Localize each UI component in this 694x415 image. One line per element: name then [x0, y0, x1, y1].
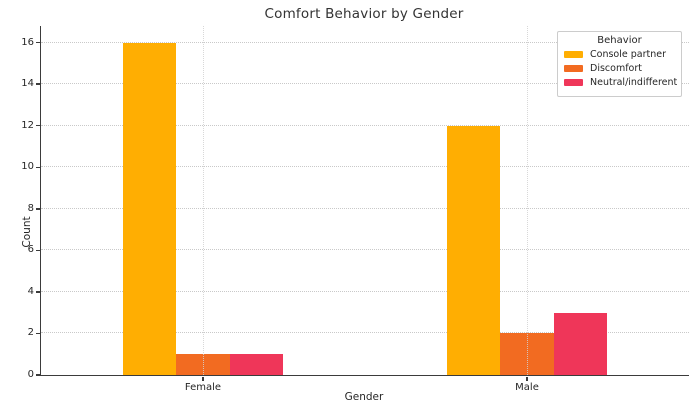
y-tick-label: 8: [27, 202, 34, 214]
bar-male-discomfort: [500, 333, 554, 375]
legend-row: Console partner: [564, 49, 675, 60]
bar-male-neutral-indifferent: [553, 312, 607, 375]
y-tick-label: 14: [21, 78, 34, 90]
y-tick-label: 2: [27, 327, 34, 339]
y-tick-label: 12: [21, 119, 34, 131]
x-tick-mark: [202, 376, 204, 381]
x-tick-mark: [526, 376, 528, 381]
h-gridline: [41, 166, 689, 168]
legend-label: Console partner: [590, 49, 666, 60]
plot-area: Count 0 2 4 6 8 10 12 14 16 Female Male: [21, 26, 689, 393]
y-tick-label: 16: [21, 36, 34, 48]
h-gridline: [41, 83, 689, 85]
y-tick-mark: [36, 332, 40, 335]
y-tick-mark: [36, 83, 40, 85]
v-gridline: [527, 26, 528, 375]
h-gridline: [41, 124, 689, 126]
h-gridline: [41, 207, 689, 209]
legend-label: Neutral/indifferent: [590, 77, 678, 88]
y-tick-label: 4: [27, 285, 34, 297]
bar-female-neutral-indifferent: [229, 354, 283, 375]
legend-label: Discomfort: [590, 63, 642, 74]
y-tick-label: 0: [27, 369, 34, 380]
bar-female-discomfort: [176, 354, 230, 375]
x-tick-label: Male: [515, 382, 539, 393]
legend-row: Neutral/indifferent: [564, 77, 678, 88]
h-gridline: [41, 290, 689, 292]
y-tick-mark: [36, 291, 40, 293]
h-gridline: [41, 332, 689, 334]
legend-swatch-icon: [564, 79, 583, 86]
y-tick-label: 6: [27, 244, 34, 256]
legend-rows: Console partner Discomfort Neutral/indiffe…: [564, 49, 678, 88]
legend-swatch-icon: [564, 51, 583, 58]
y-tick-mark: [36, 166, 40, 168]
legend-row: Discomfort: [564, 63, 675, 74]
legend: Behavior Console partner Discomfort Neutra…: [557, 31, 682, 97]
x-tick-label: Female: [184, 382, 222, 393]
v-gridline: [203, 26, 204, 375]
bar-female-console-partner: [123, 42, 177, 375]
legend-title: Behavior: [597, 35, 642, 46]
y-tick-mark: [36, 208, 40, 210]
y-tick-mark: [36, 249, 40, 252]
y-tick-mark: [36, 374, 40, 376]
h-gridline: [41, 41, 689, 43]
y-tick-label: 10: [21, 161, 34, 173]
x-axis-label: Gender: [344, 391, 384, 403]
h-gridline: [41, 249, 689, 251]
y-tick-mark: [36, 41, 40, 44]
legend-swatch-icon: [564, 65, 583, 72]
bar-male-console-partner: [447, 125, 501, 375]
y-tick-mark: [36, 125, 40, 127]
chart-title: Comfort Behavior by Gender: [264, 6, 464, 22]
